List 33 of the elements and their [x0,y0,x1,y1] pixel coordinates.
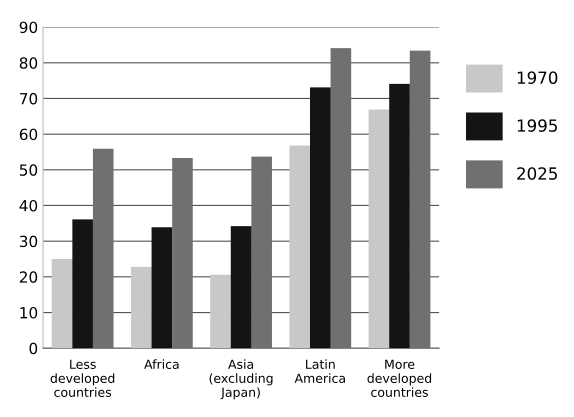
bar [389,84,410,348]
bar [368,110,390,348]
y-tick-label: 50 [20,164,38,176]
y-tick-label: 0 [29,342,38,354]
bar [330,48,352,348]
x-tick-label: Less developed countries [50,360,114,397]
bar [172,158,193,348]
bar [52,259,72,348]
x-tick-label: Asia (excluding Japan) [210,359,272,400]
x-tick-label: Latin America [294,359,345,383]
bar [152,227,172,348]
bar [251,156,272,348]
y-tick-label: 70 [20,92,38,104]
bar [230,226,252,348]
bar [310,87,331,348]
bar [410,50,430,348]
bar [72,219,93,348]
y-tick-label: 90 [20,22,38,34]
legend-label: 1995 [518,119,557,132]
x-tick-label: More developed countries [367,360,432,397]
y-tick-label: 30 [20,236,38,248]
y-tick-label: 80 [20,57,38,69]
legend-label: 1970 [518,71,558,84]
bar [92,148,114,348]
y-tick-label: 20 [20,271,38,283]
legend-label: 2025 [517,167,557,180]
bar [210,274,231,348]
y-tick-label: 40 [19,200,38,212]
y-tick-label: 60 [20,128,38,140]
bar [130,266,152,348]
y-tick-label: 10 [20,306,38,319]
bar [289,146,310,348]
x-tick-label: Africa [144,359,179,369]
